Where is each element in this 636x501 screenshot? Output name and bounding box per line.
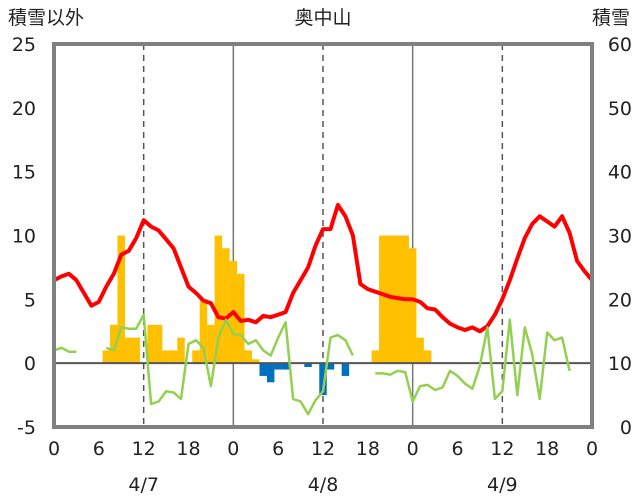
bar-mark — [252, 359, 260, 364]
bar-mark — [207, 324, 215, 364]
bar-mark — [304, 363, 312, 367]
x-tick-label: 0 — [586, 438, 598, 460]
series-line-3 — [53, 313, 571, 416]
bar-mark — [110, 324, 118, 364]
bar-mark — [319, 363, 327, 396]
right-tick-label: 0 — [620, 417, 632, 439]
bar-mark — [274, 363, 282, 370]
left-tick-label: 5 — [24, 289, 36, 311]
right-tick-label: 20 — [608, 289, 632, 311]
right-axis-label: 積雪 — [592, 7, 630, 29]
bar-mark — [386, 235, 394, 364]
right-tick-label: 50 — [608, 98, 632, 120]
x-tick-label: 12 — [132, 438, 156, 460]
bar-mark — [281, 363, 290, 370]
right-tick-label: 40 — [608, 162, 632, 184]
x-tick-label: 0 — [227, 438, 239, 460]
x-tick-label: 0 — [407, 438, 419, 460]
bar-mark — [222, 248, 230, 364]
bar-mark — [423, 350, 432, 364]
left-tick-label: 15 — [12, 162, 36, 184]
left-axis-label: 積雪以外 — [8, 7, 84, 29]
bar-mark — [214, 235, 223, 364]
x-tick-label: 12 — [311, 438, 335, 460]
bar-mark — [192, 350, 200, 364]
bar-mark — [244, 350, 253, 364]
bar-mark — [177, 337, 185, 364]
bar-mark — [124, 337, 133, 364]
left-tick-label: 0 — [24, 353, 36, 375]
bar-mark — [199, 299, 208, 364]
left-tick-label: 10 — [12, 226, 36, 248]
bar-mark — [371, 350, 380, 364]
x-tick-label: 18 — [356, 438, 380, 460]
x-tick-label: 18 — [535, 438, 559, 460]
x-ticks: 0 6 12 18 0 6 12 18 0 6 12 18 0 — [48, 438, 598, 460]
chart-title: 奥中山 — [294, 7, 351, 29]
right-tick-label: 30 — [608, 226, 632, 248]
bar-mark — [326, 363, 335, 370]
x-tick-label: 0 — [48, 438, 60, 460]
bar-mark — [266, 363, 275, 383]
date-label: 4/9 — [487, 474, 518, 496]
bar-mark — [379, 235, 387, 364]
bar-mark — [416, 337, 424, 364]
right-ticks: 60 50 40 30 20 10 0 — [608, 34, 632, 439]
date-label: 4/7 — [128, 474, 159, 496]
bar-mark — [154, 324, 163, 364]
bar-mark — [102, 350, 111, 364]
date-label: 4/8 — [308, 474, 339, 496]
bar-mark — [169, 350, 178, 364]
bar-mark — [117, 235, 125, 364]
right-tick-label: 60 — [608, 34, 632, 56]
bar-mark — [408, 248, 417, 364]
x-tick-label: 6 — [272, 438, 284, 460]
bar-mark — [341, 363, 350, 376]
right-tick-label: 10 — [608, 353, 632, 375]
bar-mark — [162, 350, 170, 364]
series-line-2 — [53, 202, 594, 334]
x-tick-label: 12 — [490, 438, 514, 460]
x-tick-label: 6 — [451, 438, 463, 460]
left-tick-label: 25 — [12, 34, 36, 56]
left-tick-label: -5 — [17, 417, 36, 439]
bar-mark — [259, 363, 267, 376]
bar-mark — [132, 337, 140, 364]
left-tick-label: 20 — [12, 98, 36, 120]
bar-mark — [147, 324, 155, 364]
plot-frame — [52, 42, 594, 429]
x-tick-label: 6 — [93, 438, 105, 460]
date-labels: 4/7 4/8 4/9 — [128, 474, 517, 496]
left-ticks: 25 20 15 10 5 0 -5 — [12, 34, 36, 439]
x-tick-label: 18 — [176, 438, 200, 460]
